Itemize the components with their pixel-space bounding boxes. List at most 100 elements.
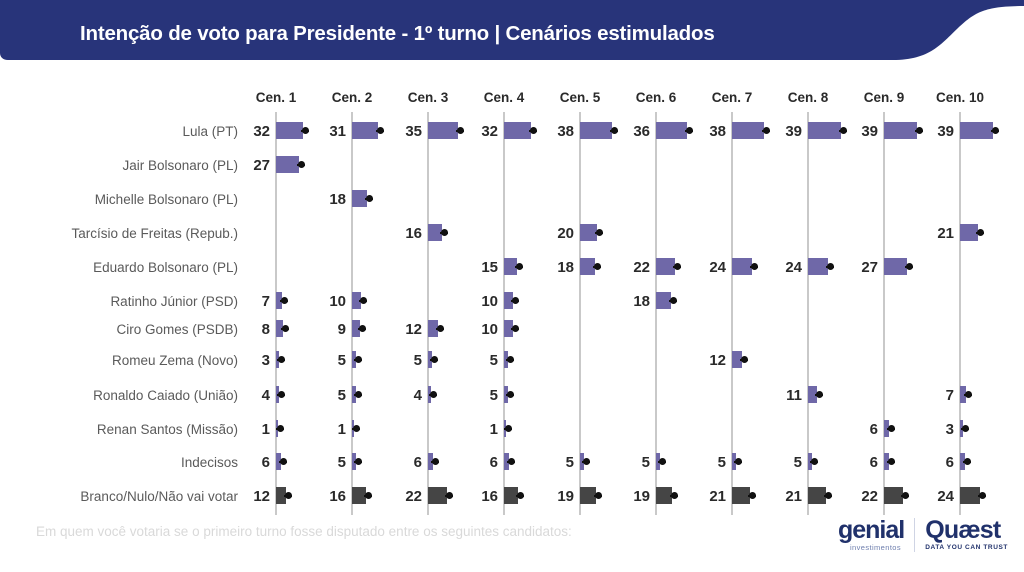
bar-value-marker [905, 263, 913, 270]
bar-value-marker [901, 492, 909, 499]
bar [960, 453, 966, 470]
bar-value-label: 6 [489, 454, 498, 471]
row-label-2: Jair Bolsonaro (PL) [122, 158, 238, 173]
bar-value-marker [377, 127, 385, 134]
bar-value-label: 35 [405, 123, 422, 140]
bar-value-marker [278, 391, 286, 398]
bar [884, 420, 890, 437]
header-banner: Intenção de voto para Presidente - 1º tu… [0, 0, 1024, 70]
bar [504, 386, 509, 403]
row-label-5: Eduardo Bolsonaro (PL) [93, 260, 238, 275]
bar-value-label: 21 [937, 225, 954, 242]
bar-value-label: 24 [709, 259, 726, 276]
row-label-1: Lula (PT) [182, 124, 238, 139]
gridline-4 [503, 112, 505, 515]
bar-value-label: 38 [709, 123, 726, 140]
bar [276, 156, 299, 173]
bar [428, 487, 447, 504]
bar-value-marker [277, 356, 285, 363]
bar-value-label: 38 [557, 123, 574, 140]
bar-value-marker [888, 458, 896, 465]
bar [352, 487, 366, 504]
bar-value-marker [748, 492, 756, 499]
bar-value-marker [302, 127, 310, 134]
bar-value-marker [437, 325, 445, 332]
bar-value-marker [659, 458, 667, 465]
bar [504, 292, 513, 309]
bar-value-marker [430, 391, 438, 398]
bar-value-label: 5 [337, 387, 346, 404]
bar [352, 292, 361, 309]
bar-value-marker [961, 425, 969, 432]
gridline-7 [731, 112, 733, 515]
bar-value-marker [811, 458, 819, 465]
bar-value-marker [824, 492, 832, 499]
bar [960, 122, 994, 139]
bar-value-marker [277, 425, 284, 432]
bar-value-marker [355, 391, 363, 398]
bar-value-label: 5 [413, 352, 422, 369]
bar-value-marker [432, 458, 440, 465]
bar-value-label: 19 [557, 488, 574, 505]
bar-value-label: 16 [405, 225, 422, 242]
bar-value-marker [964, 458, 972, 465]
header-banner-shape [0, 0, 1024, 60]
column-header-4: Cen. 4 [483, 90, 525, 105]
bar [808, 453, 813, 470]
bar [504, 320, 513, 337]
row-label-10: Renan Santos (Missão) [96, 422, 238, 437]
bar [276, 122, 304, 139]
row-label-3: Michelle Bolsonaro (PL) [94, 192, 238, 207]
bar-value-label: 10 [329, 293, 346, 310]
genial-logo-tagline: investimentos [849, 543, 902, 553]
bar-value-marker [751, 263, 759, 270]
bar-value-marker [456, 127, 464, 134]
column-header-3: Cen. 3 [407, 90, 449, 105]
logo-divider [914, 518, 916, 552]
bar [352, 351, 357, 368]
bar [808, 386, 818, 403]
bar-value-marker [445, 492, 453, 499]
bar-value-marker [515, 263, 523, 270]
bar-value-label: 7 [945, 387, 954, 404]
bar [580, 122, 613, 139]
column-header-2: Cen. 2 [331, 90, 373, 105]
bar [580, 258, 596, 275]
bar [732, 453, 737, 470]
column-header-10: Cen. 10 [935, 90, 985, 105]
bar [428, 224, 442, 241]
bar-value-label: 3 [261, 352, 270, 369]
bar [960, 487, 981, 504]
bar-value-marker [280, 458, 288, 465]
column-header-6: Cen. 6 [635, 90, 677, 105]
bar-value-marker [992, 127, 1000, 134]
bar [732, 351, 743, 368]
bar-value-marker [595, 492, 603, 499]
bar-value-marker [594, 263, 602, 270]
bar-value-marker [297, 161, 305, 168]
gridline-9 [883, 112, 885, 515]
bar [504, 351, 509, 368]
bar-value-label: 6 [413, 454, 422, 471]
bar-value-label: 1 [261, 421, 270, 438]
bar [960, 386, 966, 403]
bar-value-marker [735, 458, 743, 465]
bar-value-label: 32 [253, 123, 270, 140]
gridline-1 [275, 112, 277, 515]
bar-value-marker [366, 195, 374, 202]
bar-value-label: 12 [253, 488, 270, 505]
bar [352, 122, 379, 139]
bar-value-marker [979, 492, 987, 499]
footer-question: Em quem você votaria se o primeiro turno… [36, 524, 572, 539]
bar-value-marker [507, 391, 515, 398]
bar [808, 487, 826, 504]
gridline-10 [959, 112, 961, 515]
row-label-4: Tarcísio de Freitas (Repub.) [71, 226, 238, 241]
bar-value-label: 20 [557, 225, 574, 242]
bar-value-label: 21 [785, 488, 802, 505]
bar-value-marker [583, 458, 591, 465]
bar-value-label: 6 [261, 454, 270, 471]
bar-value-marker [281, 325, 289, 332]
bar-value-marker [840, 127, 848, 134]
bar-value-marker [355, 458, 363, 465]
